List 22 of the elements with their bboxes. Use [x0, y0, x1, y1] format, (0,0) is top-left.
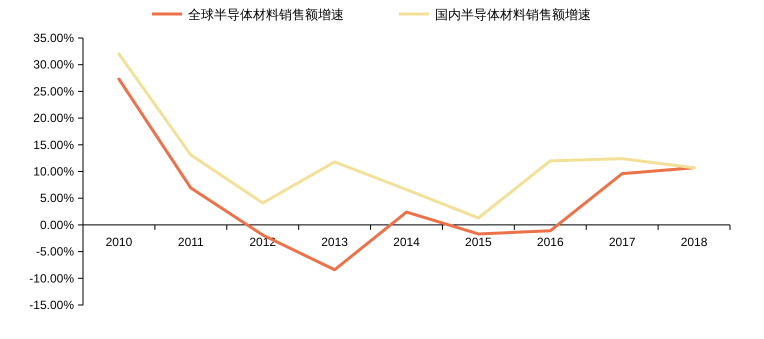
x-tick-label: 2017 — [608, 234, 636, 249]
y-tick-label: 15.00% — [33, 138, 74, 152]
y-tick-label: 10.00% — [33, 164, 74, 178]
legend-label: 国内半导体材料销售额增速 — [435, 7, 591, 22]
y-tick-label: 0.00% — [40, 218, 74, 232]
y-tick-label: 30.00% — [33, 58, 74, 72]
y-tick-label: -15.00% — [29, 298, 74, 312]
line-series — [117, 52, 696, 220]
y-tick-label: 25.00% — [33, 84, 74, 98]
x-tick-label: 2014 — [393, 234, 420, 249]
y-tick-label: -10.00% — [29, 271, 74, 286]
x-tick-label: 2010 — [106, 234, 133, 249]
x-tick-label: 2018 — [680, 234, 708, 249]
legend-label: 全球半导体材料销售额增速 — [188, 7, 344, 22]
x-tick-label: 2013 — [321, 234, 348, 249]
x-tick-label: 2016 — [536, 234, 564, 249]
x-tick-label: 2011 — [178, 234, 204, 249]
x-tick-label: 2015 — [465, 234, 492, 249]
y-tick-label: 35.00% — [33, 31, 74, 45]
y-tick-label: -5.00% — [36, 244, 74, 259]
y-tick-label: 20.00% — [33, 111, 74, 126]
y-tick-label: 5.00% — [40, 191, 74, 206]
